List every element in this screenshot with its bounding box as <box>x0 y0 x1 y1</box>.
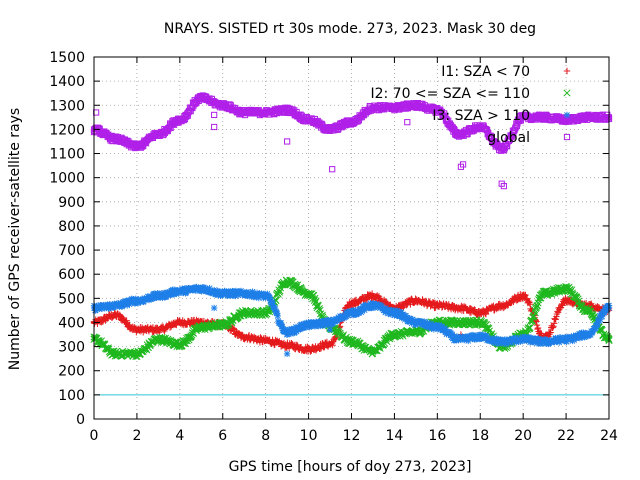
data-sample <box>363 296 371 303</box>
x-tick-label: 0 <box>90 428 99 444</box>
y-tick-label: 700 <box>58 243 85 259</box>
legend-marker <box>563 67 571 75</box>
data-sample <box>403 301 410 309</box>
y-tick-label: 1000 <box>49 171 85 187</box>
data-sample <box>522 291 529 299</box>
data-sample <box>229 324 237 332</box>
legend-marker <box>563 133 571 141</box>
legend-marker <box>563 111 571 119</box>
x-tick-label: 4 <box>175 428 184 444</box>
x-tick-label: 24 <box>600 428 618 444</box>
y-tick-label: 100 <box>58 388 85 404</box>
data-sample <box>550 323 557 330</box>
axes: 0 2 4 6 8 10 12 14 16 18 20 22 240100200300400500600… <box>49 50 618 444</box>
y-tick-label: 900 <box>58 195 85 211</box>
outlier-point <box>211 111 218 119</box>
data-sample <box>461 303 468 310</box>
data-sample <box>538 330 545 337</box>
data-sample <box>471 306 479 314</box>
y-axis-label: Number of GPS receiver-satellite rays <box>7 108 23 370</box>
outlier-point <box>326 326 334 333</box>
data-sample <box>412 295 419 302</box>
data-sample <box>165 338 174 346</box>
data-sample <box>383 299 390 306</box>
series-4 <box>90 92 613 190</box>
data-sample <box>269 298 276 306</box>
chart-title: NRAYS. SISTED rt 30s mode. 273, 2023. Ma… <box>164 21 536 37</box>
y-tick-label: 1200 <box>49 122 85 138</box>
y-tick-label: 1300 <box>49 98 85 114</box>
x-tick-label: 12 <box>343 428 361 444</box>
x-tick-label: 8 <box>261 428 270 444</box>
legend-label: global <box>487 130 530 146</box>
data-sample <box>329 342 336 349</box>
outlier-point <box>283 350 291 358</box>
data-sample <box>533 321 541 329</box>
outlier-point <box>404 119 411 126</box>
y-tick-label: 600 <box>58 267 85 283</box>
data-sample <box>547 329 554 336</box>
data-sample <box>549 324 557 331</box>
data-sample <box>161 327 168 335</box>
x-tick-label: 2 <box>132 428 141 444</box>
data-sample <box>126 321 133 329</box>
x-tick-label: 22 <box>557 428 575 444</box>
x-tick-label: 10 <box>300 428 318 444</box>
data-sample <box>274 312 281 320</box>
y-tick-label: 1400 <box>49 74 85 90</box>
legend-label: I1: SZA < 70 <box>441 64 530 80</box>
x-tick-label: 16 <box>428 428 446 444</box>
y-tick-label: 800 <box>58 219 85 235</box>
data-sample <box>526 301 534 308</box>
y-tick-label: 1500 <box>49 50 85 66</box>
legend-label: I2: 70 <= SZA <= 110 <box>370 86 530 102</box>
data-sample <box>552 316 559 323</box>
y-tick-label: 200 <box>58 364 85 380</box>
y-tick-label: 500 <box>58 291 85 307</box>
data-sample <box>554 309 562 316</box>
data-sample <box>307 348 314 355</box>
data-sample <box>471 306 478 313</box>
legend-marker <box>563 89 571 97</box>
y-tick-label: 400 <box>58 315 85 331</box>
outlier-point <box>210 304 218 312</box>
x-axis-label: GPS time [hours of doy 273, 2023] <box>229 459 472 475</box>
data-sample <box>176 342 184 350</box>
x-tick-label: 6 <box>218 428 227 444</box>
data-sample <box>123 317 130 324</box>
data-series <box>90 92 613 361</box>
y-tick-label: 1100 <box>49 147 85 163</box>
x-tick-label: 14 <box>386 428 404 444</box>
y-tick-label: 300 <box>58 340 85 356</box>
data-sample <box>550 320 558 327</box>
x-tick-label: 18 <box>471 428 489 444</box>
x-tick-label: 20 <box>514 428 532 444</box>
legend-label: I3: SZA > 110 <box>432 108 530 124</box>
grid-lines <box>94 57 609 419</box>
y-tick-label: 0 <box>76 412 85 428</box>
outlier-point <box>211 123 218 131</box>
outlier-point <box>284 138 291 145</box>
data-sample <box>534 324 542 332</box>
outlier-point <box>329 166 336 173</box>
